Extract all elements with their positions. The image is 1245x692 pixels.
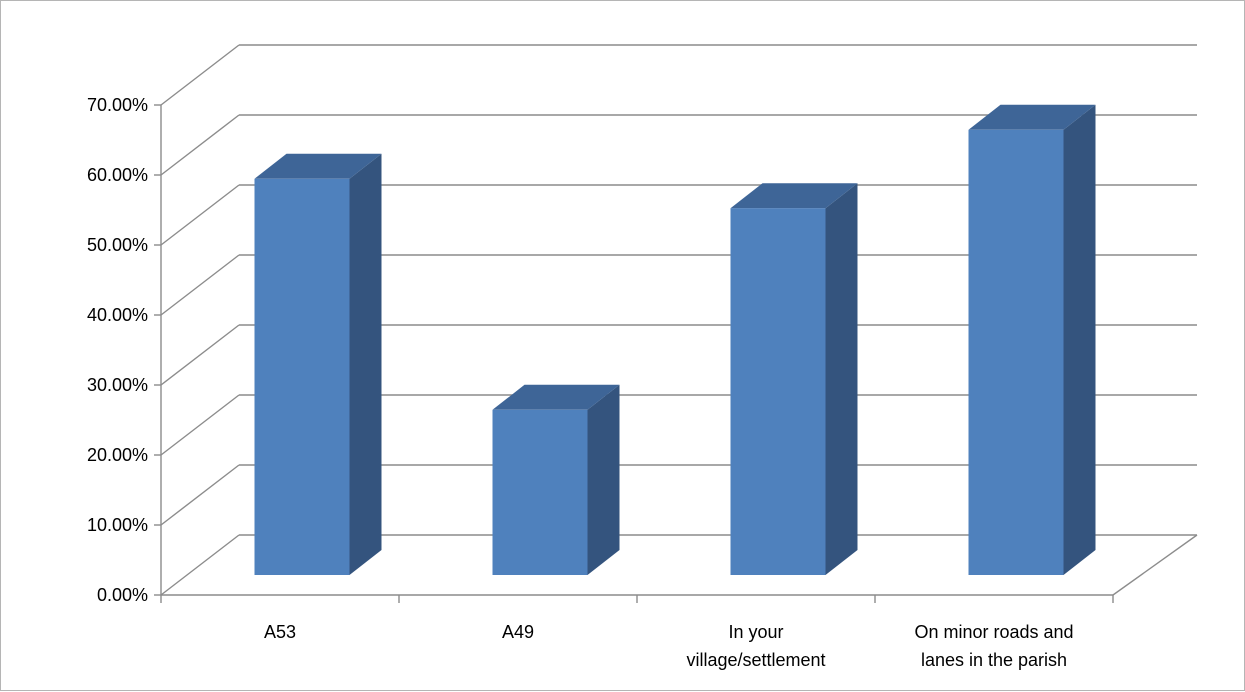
bar-side — [349, 153, 382, 576]
bar-front — [254, 178, 350, 576]
y-tick-label: 0.00% — [97, 585, 148, 605]
gridline-side — [160, 44, 240, 106]
x-category-label-line: village/settlement — [686, 650, 825, 670]
bar-side — [587, 384, 620, 575]
floor-right-edge — [1112, 534, 1198, 596]
x-category-label-line: In your — [728, 622, 783, 642]
gridline-side — [160, 254, 240, 316]
y-tick-label: 50.00% — [87, 235, 148, 255]
bar-front — [968, 129, 1064, 576]
axes — [154, 104, 1114, 603]
bar-side — [825, 183, 858, 575]
x-category-label-line: lanes in the parish — [921, 650, 1067, 670]
gridline-side — [160, 324, 240, 386]
gridline-side — [160, 534, 240, 596]
x-category-label: A53 — [264, 622, 296, 642]
y-tick-labels: 0.00% 10.00% 20.00% 30.00% 40.00% 50.00% 60.00… — [87, 95, 148, 605]
bar-side — [1063, 104, 1096, 576]
x-category-label: In your village/settlement — [686, 622, 825, 670]
y-tick-label: 60.00% — [87, 165, 148, 185]
gridline-side — [160, 114, 240, 176]
gridline-side — [160, 184, 240, 246]
x-category-label-line: On minor roads and — [914, 622, 1073, 642]
x-category-label: A49 — [502, 622, 534, 642]
bar — [254, 153, 382, 576]
x-category-label-line: A49 — [502, 622, 534, 642]
x-category-label-line: A53 — [264, 622, 296, 642]
bar — [492, 384, 620, 575]
y-tick-label: 40.00% — [87, 305, 148, 325]
x-category-labels: A53 A49 In your village/settlement On minor … — [264, 622, 1074, 670]
bar-front — [492, 409, 588, 575]
bar — [968, 104, 1096, 576]
bar-top — [492, 384, 620, 410]
y-tick-label: 10.00% — [87, 515, 148, 535]
bar-top — [254, 153, 382, 179]
gridline-side — [160, 464, 240, 526]
bar-front — [730, 208, 826, 575]
bars — [254, 104, 1096, 576]
bar-top — [730, 183, 858, 209]
y-tick-label: 20.00% — [87, 445, 148, 465]
gridline-side — [160, 394, 240, 456]
y-tick-label: 30.00% — [87, 375, 148, 395]
x-category-label: On minor roads and lanes in the parish — [914, 622, 1073, 670]
bar-top — [968, 104, 1096, 130]
bar — [730, 183, 858, 575]
y-tick-label: 70.00% — [87, 95, 148, 115]
